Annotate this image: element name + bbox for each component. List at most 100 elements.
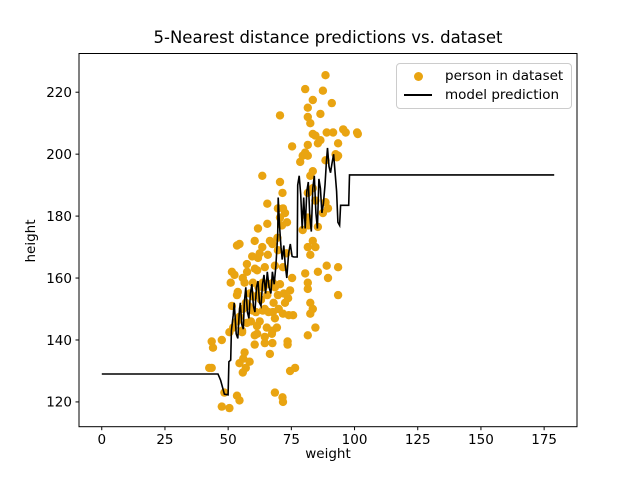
scatter-point — [242, 267, 252, 276]
scatter-point — [301, 84, 310, 94]
x-tick-label: 75 — [283, 432, 300, 448]
scatter-point — [258, 171, 267, 180]
x-tick-label: 100 — [342, 432, 368, 448]
scatter-point — [353, 129, 362, 139]
x-tick-label: 25 — [156, 432, 173, 448]
scatter-point — [230, 270, 239, 280]
scatter-point — [268, 338, 277, 348]
scatter-point — [283, 340, 292, 349]
scatter-point — [264, 307, 273, 317]
scatter-point — [303, 242, 312, 252]
scatter-point — [322, 261, 331, 270]
x-tick-label: 0 — [97, 432, 106, 448]
scatter-point — [323, 204, 333, 213]
scatter-point — [316, 109, 325, 119]
scatter-point — [225, 403, 234, 413]
scatter-point — [260, 338, 269, 348]
scatter-point — [260, 263, 269, 272]
scatter-point — [303, 103, 312, 112]
scatter-point — [275, 177, 285, 187]
scatter-point — [327, 98, 336, 108]
scatter-point — [270, 388, 280, 397]
scatter-point — [255, 249, 264, 258]
scatter-point — [273, 246, 283, 255]
scatter-point — [207, 363, 216, 373]
scatter-point — [282, 218, 292, 227]
x-tick-label: 175 — [531, 432, 557, 448]
scatter-point — [235, 396, 244, 405]
scatter-point — [303, 284, 312, 294]
y-tick-label: 160 — [46, 271, 72, 287]
scatter-point — [311, 323, 320, 332]
scatter-point — [318, 86, 328, 95]
scatter-point — [248, 252, 257, 261]
scatter-point — [240, 348, 249, 357]
scatter-point — [274, 304, 283, 314]
scatter-point — [265, 349, 275, 359]
scatter-point — [255, 317, 264, 326]
line-marker-icon — [404, 94, 432, 97]
x-axis-label: weight — [305, 446, 351, 462]
scatter-point — [341, 128, 350, 137]
scatter-point — [238, 273, 247, 283]
legend-item-dataset: person in dataset — [403, 69, 565, 84]
scatter-point — [232, 317, 242, 326]
scatter-point — [226, 278, 235, 287]
y-tick-label: 120 — [46, 395, 72, 411]
scatter-point — [303, 140, 312, 150]
scatter-point — [313, 267, 323, 276]
scatter-point — [303, 331, 312, 340]
scatter-point — [233, 287, 242, 297]
scatter-point — [311, 242, 320, 252]
legend-label-prediction: model prediction — [445, 86, 560, 103]
scatter-point — [253, 224, 263, 233]
chart-title: 5-Nearest distance predictions vs. datas… — [153, 28, 503, 47]
y-tick-label: 220 — [46, 85, 72, 101]
scatter-point — [272, 323, 282, 332]
y-tick-label: 140 — [46, 333, 72, 349]
scatter-point — [301, 269, 310, 278]
scatter-point — [333, 263, 343, 272]
scatter-point — [328, 128, 338, 137]
scatter-point — [323, 273, 333, 283]
legend-swatch — [403, 72, 433, 82]
scatter-point — [275, 111, 285, 120]
scatter-point — [308, 95, 317, 105]
scatter-point — [278, 188, 287, 198]
scatter-point — [287, 142, 297, 151]
scatter-point — [280, 208, 290, 218]
scatter-point — [250, 236, 259, 246]
scatter-point — [285, 286, 295, 295]
scatter-point — [250, 340, 259, 349]
scatter-point — [217, 402, 226, 411]
scatter-point — [253, 329, 262, 338]
scatter-point — [308, 304, 317, 314]
scatter-point — [251, 307, 261, 317]
scatter-point — [263, 199, 272, 208]
scatter-point — [290, 363, 300, 373]
scatter-point — [245, 357, 254, 366]
scatter-point — [241, 298, 250, 307]
scatter-point — [306, 250, 315, 259]
scatter-point — [333, 151, 343, 160]
scatter-point — [242, 259, 252, 269]
y-tick-label: 200 — [46, 147, 72, 163]
scatter-point — [278, 397, 288, 407]
legend-swatch — [403, 94, 433, 97]
scatter-point — [235, 359, 244, 368]
scatter-point — [279, 289, 288, 298]
scatter-point — [322, 128, 331, 137]
scatter-point — [263, 219, 272, 228]
scatter-point — [280, 298, 290, 307]
scatter-point — [333, 139, 343, 148]
scatter-point — [270, 314, 280, 323]
scatter-point — [316, 136, 325, 145]
scatter-point — [217, 335, 226, 345]
legend: person in dataset model prediction — [396, 63, 572, 109]
scatter-point — [248, 278, 258, 287]
scatter-marker-icon — [413, 72, 423, 82]
x-tick-label: 50 — [220, 432, 237, 448]
legend-item-prediction: model prediction — [403, 86, 565, 103]
x-tick-label: 125 — [405, 432, 431, 448]
